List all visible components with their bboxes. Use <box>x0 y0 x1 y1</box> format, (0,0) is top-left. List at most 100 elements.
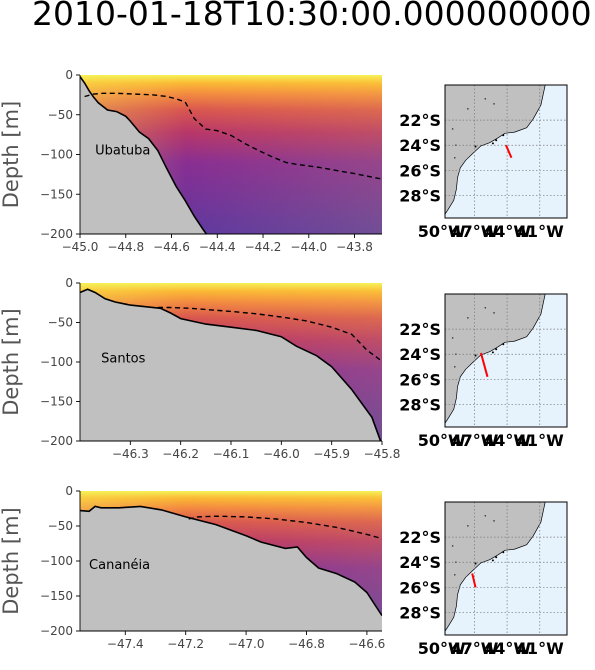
map-lat-label: 28°S <box>399 186 441 205</box>
figure-title: 2010-01-18T10:30:00.000000000 <box>32 0 592 33</box>
x-tick-label: −43.8 <box>336 240 373 254</box>
map-lon-label: 50°W <box>418 431 466 450</box>
x-tick-label: −45.9 <box>313 447 350 461</box>
island <box>474 145 477 148</box>
inland-feature <box>467 525 469 527</box>
inland-feature <box>451 128 454 130</box>
inland-feature <box>484 307 487 309</box>
island <box>495 348 498 351</box>
x-tick-label: −47.2 <box>167 637 204 651</box>
map-lat-label: 26°S <box>399 578 441 597</box>
map-lat-label: 22°S <box>399 528 441 547</box>
inland-feature <box>467 317 469 319</box>
map-lon-label: 50°W <box>418 639 466 658</box>
map-lat-label: 22°S <box>399 111 441 130</box>
section-track-line <box>471 573 477 588</box>
island <box>495 139 498 142</box>
map-lat-label: 24°S <box>399 553 441 572</box>
island <box>495 556 498 559</box>
isoline-dashed <box>84 92 382 180</box>
x-tick-label: −44.4 <box>199 240 236 254</box>
isoline-dashed <box>188 515 382 540</box>
inland-feature <box>493 312 495 314</box>
x-tick-label: −45.8 <box>364 447 401 461</box>
section-clip-group <box>80 505 382 631</box>
section-track-line <box>479 352 489 378</box>
location-map-2: 22°S 24°S 26°S 28°S 50°W47°W44°W41°W <box>399 293 568 450</box>
map-lon-label: 44°W <box>483 431 531 450</box>
island <box>491 559 494 562</box>
y-tick-label: 0 <box>65 68 73 82</box>
x-tick-label: −46.1 <box>213 447 250 461</box>
y-axis-label: Depth [m] <box>0 308 23 415</box>
map-lat-label: 22°S <box>399 320 441 339</box>
map-lon-label: 47°W <box>450 431 498 450</box>
y-tick-label: −150 <box>40 395 73 409</box>
island <box>502 551 505 554</box>
seabed-area <box>80 289 381 441</box>
inland-feature <box>484 515 487 517</box>
x-tick-label: −46.3 <box>112 447 149 461</box>
seabed-area <box>80 76 207 234</box>
x-tick-label: −44.8 <box>107 240 144 254</box>
section-name-label: Cananéia <box>89 558 150 573</box>
inland-feature <box>454 156 456 159</box>
inland-feature <box>454 573 456 576</box>
island <box>491 351 494 354</box>
map-frame <box>444 84 568 219</box>
island <box>502 343 505 346</box>
inland-feature <box>484 98 487 100</box>
map-lon-label: 47°W <box>450 222 498 241</box>
land <box>445 85 546 215</box>
map-lat-label: 26°S <box>399 161 441 180</box>
x-tick-label: −44.2 <box>245 240 282 254</box>
map-frame <box>444 501 568 636</box>
x-tick-label: −46.8 <box>288 637 325 651</box>
location-map-1: 22°S 24°S 26°S 28°S 50°W47°W44°W41°W <box>399 84 568 241</box>
map-lon-label: 50°W <box>418 222 466 241</box>
inland-feature <box>467 108 469 110</box>
map-lat-label: 28°S <box>399 395 441 414</box>
map-lon-label: 44°W <box>483 222 531 241</box>
map-lon-label: 44°W <box>483 639 531 658</box>
map-lon-label: 41°W <box>516 639 564 658</box>
island <box>474 562 477 565</box>
map-clip-group <box>445 85 567 218</box>
seabed-line <box>80 76 208 234</box>
isoline-dashed <box>158 306 382 362</box>
section-track-line <box>505 144 513 159</box>
x-tick-label: −44.0 <box>290 240 327 254</box>
y-tick-label: −200 <box>40 624 73 638</box>
inland-feature <box>451 337 454 339</box>
map-lon-label: 47°W <box>450 639 498 658</box>
inland-feature <box>493 520 495 522</box>
map-frame <box>444 293 568 428</box>
section-name-label: Santos <box>101 351 146 366</box>
y-tick-label: 0 <box>65 484 73 498</box>
x-tick-label: −46.2 <box>162 447 199 461</box>
inland-feature <box>493 103 495 105</box>
map-lat-label: 24°S <box>399 136 441 155</box>
y-tick-label: −200 <box>40 434 73 448</box>
y-tick-label: −50 <box>48 316 73 330</box>
y-tick-label: −100 <box>40 355 73 369</box>
seabed-line <box>80 505 382 617</box>
map-lon-label: 41°W <box>516 431 564 450</box>
y-tick-label: −200 <box>40 227 73 241</box>
island <box>491 142 494 145</box>
location-map-3: 22°S 24°S 26°S 28°S 50°W47°W44°W41°W <box>399 501 568 658</box>
seabed-area <box>80 506 382 631</box>
inland-feature <box>454 365 456 368</box>
x-tick-label: −45.0 <box>62 240 99 254</box>
map-lat-label: 28°S <box>399 603 441 622</box>
x-tick-label: −47.0 <box>228 637 265 651</box>
section-clip-group <box>80 288 382 441</box>
section-panel-1: 0 −50 −100 −150 −200−45.0 −44.8 −44.6 −44.4 −44.… <box>0 68 382 254</box>
map-clip-group <box>445 294 567 427</box>
y-axis-label: Depth [m] <box>0 101 23 208</box>
map-lat-label: 26°S <box>399 370 441 389</box>
x-tick-label: −46.0 <box>263 447 300 461</box>
island <box>502 134 505 137</box>
x-tick-label: −46.6 <box>349 637 386 651</box>
section-name-label: Ubatuba <box>95 144 150 159</box>
